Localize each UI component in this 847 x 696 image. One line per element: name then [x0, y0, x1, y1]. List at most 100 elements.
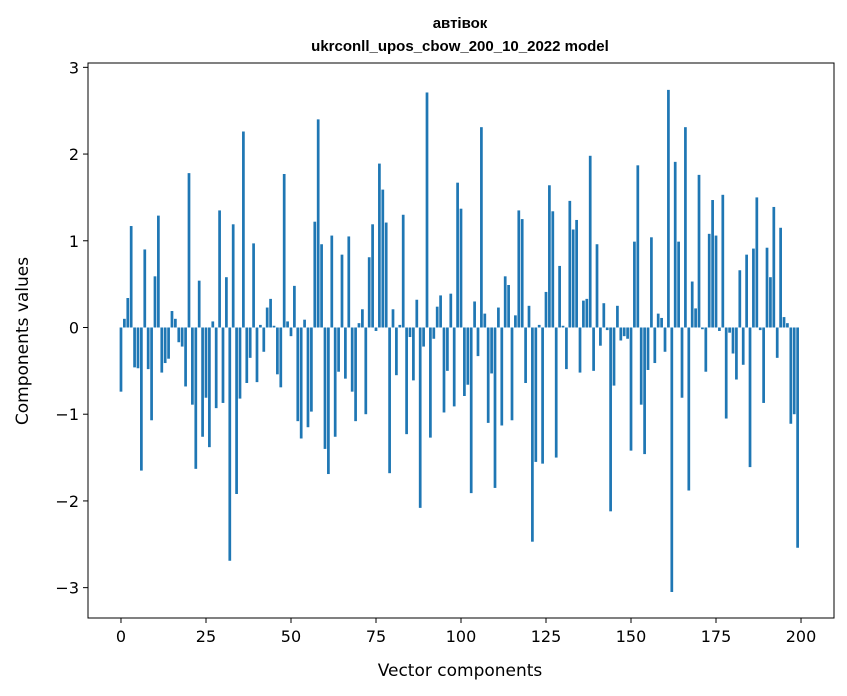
- bar-123: [537, 324, 541, 328]
- bar-164: [677, 241, 680, 328]
- bar-119: [524, 327, 527, 383]
- bar-162: [670, 327, 674, 592]
- bar-142: [602, 303, 606, 328]
- bar-173: [707, 233, 711, 328]
- bar-11: [157, 215, 160, 328]
- bar-55: [306, 327, 310, 428]
- bar-141: [599, 327, 602, 346]
- bar-78: [384, 222, 388, 328]
- bar-88: [418, 327, 422, 508]
- bar-146: [616, 305, 619, 328]
- bar-154: [643, 327, 646, 455]
- bar-112: [500, 327, 504, 426]
- bar-74: [371, 224, 374, 328]
- bar-63: [333, 327, 337, 437]
- bar-108: [486, 327, 490, 423]
- bar-137: [585, 298, 589, 328]
- y-tick-label: −2: [55, 492, 79, 511]
- bar-7: [143, 249, 147, 328]
- bar-97: [449, 293, 453, 328]
- bar-29: [218, 210, 221, 328]
- bar-57: [313, 221, 317, 328]
- bar-116: [514, 315, 517, 328]
- bar-85: [408, 327, 412, 338]
- bar-32: [228, 327, 232, 561]
- bar-86: [412, 327, 415, 381]
- bar-17: [177, 327, 181, 343]
- bar-125: [544, 291, 548, 328]
- bar-109: [490, 327, 493, 374]
- bar-99: [456, 182, 459, 328]
- bar-72: [364, 327, 368, 415]
- bar-113: [503, 276, 507, 328]
- bar-110: [493, 327, 497, 488]
- bar-140: [595, 244, 599, 328]
- bar-188: [758, 327, 762, 331]
- bar-129: [558, 265, 561, 328]
- bar-71: [361, 309, 364, 328]
- bar-136: [582, 300, 585, 328]
- bar-149: [626, 327, 629, 339]
- x-tick-label: 100: [446, 627, 477, 646]
- bar-68: [350, 327, 354, 392]
- bar-117: [517, 210, 521, 328]
- bar-28: [214, 327, 218, 409]
- bar-151: [633, 241, 636, 328]
- bar-159: [660, 317, 663, 328]
- bar-127: [551, 211, 555, 328]
- bar-34: [235, 327, 238, 494]
- bar-73: [367, 257, 371, 328]
- bar-145: [612, 327, 616, 386]
- bar-143: [605, 327, 609, 331]
- bar-27: [211, 321, 215, 328]
- x-axis: 0 25 50 75 100 125 150 175 200: [116, 618, 816, 646]
- bar-12: [160, 327, 164, 373]
- plot-frame: [87, 62, 835, 619]
- bar-19: [184, 327, 187, 387]
- bar-106: [480, 127, 483, 328]
- bar-39: [252, 243, 255, 328]
- bar-82: [398, 324, 402, 328]
- bar-0: [119, 327, 123, 392]
- bar-185: [748, 327, 752, 468]
- bar-115: [510, 327, 514, 421]
- y-tick-label: 1: [69, 232, 79, 251]
- bar-189: [762, 327, 765, 403]
- bar-158: [656, 313, 660, 328]
- bar-190: [765, 247, 769, 328]
- bar-138: [588, 155, 592, 328]
- bar-23: [197, 280, 201, 328]
- bar-3: [129, 226, 133, 328]
- bar-70: [357, 323, 361, 328]
- bar-102: [466, 327, 470, 385]
- bar-50: [289, 327, 293, 337]
- bar-9: [150, 327, 153, 421]
- bar-60: [323, 327, 327, 449]
- bar-180: [731, 327, 735, 354]
- bar-194: [779, 227, 782, 328]
- bar-175: [714, 235, 718, 328]
- bar-134: [575, 219, 578, 328]
- bar-37: [245, 327, 249, 383]
- y-tick-label: 2: [69, 145, 79, 164]
- bar-41: [259, 324, 262, 328]
- y-axis: −3 −2 −1 0 1 2 3: [55, 58, 88, 598]
- bar-25: [204, 327, 208, 398]
- bar-157: [653, 327, 657, 364]
- bar-139: [592, 327, 595, 371]
- bar-31: [225, 277, 228, 328]
- bar-67: [347, 236, 351, 328]
- bar-160: [663, 327, 667, 352]
- bar-132: [568, 200, 572, 328]
- bar-101: [463, 327, 466, 396]
- bar-75: [374, 327, 378, 331]
- bar-135: [578, 327, 582, 373]
- bar-122: [534, 327, 538, 462]
- bar-186: [752, 248, 755, 328]
- bar-111: [497, 307, 500, 328]
- y-tick-label: 3: [69, 58, 79, 77]
- bar-93: [435, 306, 439, 328]
- bar-81: [395, 327, 398, 376]
- bar-167: [687, 327, 691, 491]
